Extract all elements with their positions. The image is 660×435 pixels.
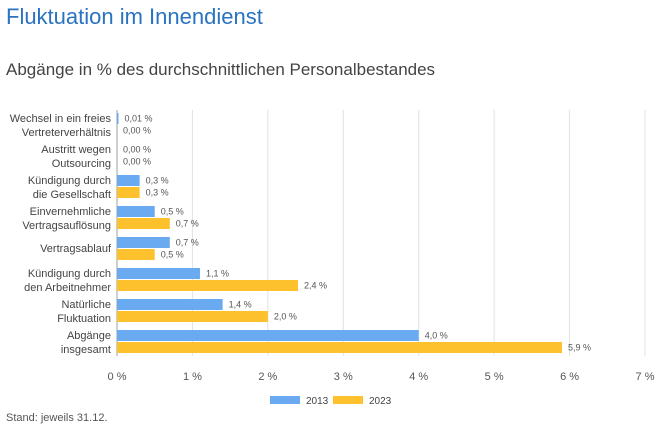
category-label: Vertragsablauf [40, 243, 112, 255]
data-label: 0,01 % [125, 114, 153, 124]
category-label: Fluktuation [57, 313, 111, 325]
category-label: Abgänge [67, 330, 111, 342]
data-label: 0,00 % [123, 126, 151, 136]
category-label: Kündigung durch [28, 175, 111, 187]
bar-2023 [117, 311, 268, 322]
category-label: Wechsel in ein freies [10, 113, 112, 125]
x-tick-label: 5 % [485, 371, 504, 383]
category-label: Einvernehmliche [30, 206, 111, 218]
x-tick-label: 3 % [334, 371, 353, 383]
chart-title: Fluktuation im Innendienst [6, 4, 263, 29]
legend-swatch [270, 396, 300, 404]
bar-2013 [117, 175, 140, 186]
category-label: Kündigung durch [28, 268, 111, 280]
data-label: 0,5 % [161, 250, 184, 260]
bar-2023 [117, 187, 140, 198]
category-label: Vertreterverhältnis [22, 127, 112, 139]
data-label: 4,0 % [425, 331, 448, 341]
legend-label: 2023 [369, 396, 392, 407]
data-label: 0,3 % [146, 188, 169, 198]
category-label: den Arbeitnehmer [24, 282, 111, 294]
data-label: 1,1 % [206, 269, 229, 279]
data-label: 0,00 % [123, 157, 151, 167]
data-label: 5,9 % [568, 343, 591, 353]
bar-2023 [117, 342, 563, 353]
data-label: 0,7 % [176, 219, 199, 229]
x-tick-label: 2 % [258, 371, 277, 383]
footnote: Stand: jeweils 31.12. [6, 412, 108, 424]
category-label: insgesamt [61, 344, 111, 356]
data-label: 1,4 % [229, 300, 252, 310]
data-label: 0,3 % [146, 176, 169, 186]
data-label: 2,0 % [274, 312, 297, 322]
bar-2023 [117, 249, 155, 260]
data-label: 0,5 % [161, 207, 184, 217]
bar-2013 [117, 268, 200, 279]
bar-2013 [117, 206, 155, 217]
legend-swatch [333, 396, 363, 404]
bar-2013 [117, 299, 223, 310]
category-label: Vertragsauflösung [22, 220, 111, 232]
bar-2023 [117, 280, 299, 291]
bar-2013 [117, 113, 119, 124]
legend-label: 2013 [306, 396, 329, 407]
data-label: 0,7 % [176, 238, 199, 248]
bar-2013 [117, 330, 419, 341]
x-tick-label: 4 % [409, 371, 428, 383]
x-tick-label: 0 % [108, 371, 127, 383]
bar-2023 [117, 218, 170, 229]
x-tick-label: 6 % [560, 371, 579, 383]
category-label: Outsourcing [52, 158, 111, 170]
x-tick-label: 1 % [183, 371, 202, 383]
data-label: 0,00 % [123, 145, 151, 155]
chart-subtitle: Abgänge in % des durchschnittlichen Pers… [6, 60, 436, 79]
data-label: 2,4 % [304, 281, 327, 291]
bar-2013 [117, 237, 170, 248]
x-tick-label: 7 % [636, 371, 655, 383]
category-label: Natürliche [61, 299, 111, 311]
category-label: Austritt wegen [41, 144, 111, 156]
category-label: die Gesellschaft [33, 189, 111, 201]
